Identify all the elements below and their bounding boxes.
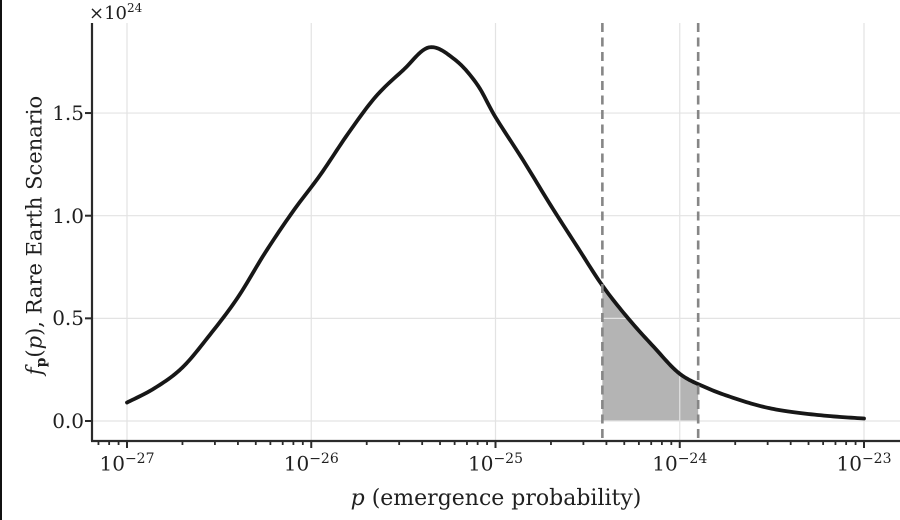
x-axis-label: p (emergence probability)	[350, 486, 642, 511]
x-tick-label: 10−25	[468, 451, 523, 476]
y-tick-label: 0.0	[52, 409, 84, 433]
y-tick-label: 1.5	[52, 101, 84, 126]
y-tick-label: 0.5	[52, 306, 84, 331]
x-tick-label: 10−23	[836, 451, 892, 476]
pdf-curve	[125, 45, 866, 421]
y-tick-label: 1.0	[52, 203, 84, 228]
credible-interval-shading	[602, 285, 699, 421]
y-axis-offset-multiplier: ×1024	[89, 1, 143, 24]
screenshot-left-edge-bar	[0, 0, 2, 520]
x-tick-label: 10−26	[283, 451, 339, 476]
y-axis-label: fp(p), Rare Earth Scenario	[22, 95, 50, 376]
x-tick-label: 10−24	[652, 451, 708, 476]
x-tick-label: 10−27	[99, 451, 155, 476]
